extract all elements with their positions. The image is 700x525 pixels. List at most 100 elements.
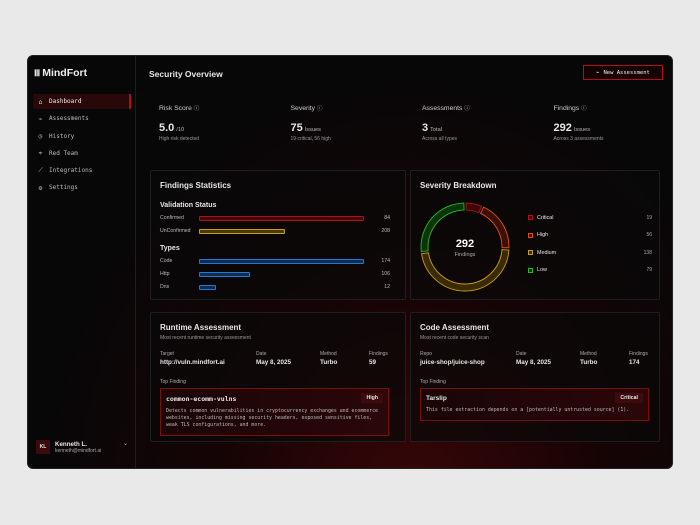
legend-value: 56 [646,232,652,239]
stat-subtext: 19 critical, 56 high [290,136,331,142]
code-assessment-card[interactable]: Code Assessment Most recent code security… [410,312,660,442]
stat-subtext: High risk detected [159,136,200,142]
finding-description: This file extraction depends on a [poten… [426,407,630,413]
sidebar: Ⅲ MindFort ⌂ Dashboard ⌁ Assessments ◷ History… [28,56,136,468]
meta-findings: Findings 174 [629,351,648,366]
sidebar-item-label: History [49,132,75,140]
logo[interactable]: Ⅲ MindFort [34,67,87,79]
meta-label: Date [256,351,267,357]
runtime-assessment-card[interactable]: Runtime Assessment Most recent runtime se… [150,312,406,442]
sidebar-item-label: Settings [49,184,78,192]
meta-label: Method [580,351,597,357]
meta-label: Findings [629,351,648,357]
card-subtitle: Most recent code security scan [420,335,489,341]
stat-findings: Findings ⓘ 292 Issues Across 3 assessments [554,104,604,142]
meta-target: Target http://vuln.mindfort.ai [160,351,225,366]
top-finding-label: Top Finding [420,379,446,385]
bar-row: Confirmed 84 [160,213,390,223]
info-icon[interactable]: ⓘ [581,106,587,112]
bar-value: 84 [384,215,390,221]
sidebar-item-label: Assessments [49,115,89,123]
info-icon[interactable]: ⓘ [316,106,323,112]
stat-unit: Total [430,127,442,133]
stat-label: Severity [290,105,316,112]
stat-risk-score: Risk Score ⓘ 5.0/10 High risk detected [159,104,199,142]
sidebar-item-dashboard[interactable]: ⌂ Dashboard [33,94,131,109]
sidebar-item-label: Red Team [49,149,78,157]
meta-findings: Findings 59 [369,351,388,366]
legend-label: Medium [537,249,557,256]
sidebar-item-settings[interactable]: ⚙ Settings [33,180,131,195]
meta-label: Repo [420,351,432,357]
donut-segment-high [479,206,510,249]
legend-swatch [528,215,533,221]
card-title: Severity Breakdown [420,181,497,190]
donut-total-label: Findings [455,252,476,258]
card-subtitle: Most recent runtime security assessment [160,335,251,341]
legend-item-critical: Critical 19 [528,209,652,227]
card-title: Findings Statistics [160,181,232,190]
meta-value: May 8, 2025 [256,359,292,366]
sidebar-item-assessments[interactable]: ⌁ Assessments [33,111,131,126]
bar-row: Http 106 [160,269,390,279]
meta-label: Target [160,351,174,357]
top-finding[interactable]: common-ecomm-vulns High Detects common vul… [160,388,389,437]
chevron-down-icon[interactable]: ⌄ [122,441,128,447]
logo-icon: Ⅲ [34,67,41,78]
donut-segment-critical [465,202,483,214]
brand-name: MindFort [42,67,88,79]
stat-severity: Severity ⓘ 75 Issues 19 critical, 56 high [291,104,331,142]
finding-description: Detects common vulnerabilities in crypto… [166,408,378,429]
info-icon[interactable]: ⓘ [193,106,200,112]
stat-value: 3 [422,122,429,134]
legend-swatch [528,232,533,238]
user-email: kenneth@mindfort.ai [55,447,102,454]
top-finding-label: Top Finding [160,379,186,385]
bar-label: Dns [160,284,170,290]
page-title: Security Overview [149,69,223,79]
bar-fill [199,258,364,264]
card-title: Runtime Assessment [160,323,242,332]
legend-item-low: Low 79 [528,262,652,280]
stat-unit: Issues [304,127,321,133]
legend-swatch [528,267,533,273]
legend-swatch [528,250,533,256]
top-finding[interactable]: Tarslip Critical This file extraction depe… [420,388,649,422]
legend-label: Low [537,267,547,274]
donut-segment-low [420,202,465,253]
sidebar-item-red-team[interactable]: ⌖ Red Team [33,146,131,161]
severity-badge: High [361,393,383,403]
legend-label: Critical [537,214,554,221]
card-title: Code Assessment [420,323,490,332]
donut-total: 292 [456,238,474,250]
bar-label: Code [160,258,173,264]
sidebar-item-integrations[interactable]: ⟋ Integrations [33,163,131,178]
meta-label: Findings [369,351,388,357]
bar-fill [199,284,216,290]
target-icon: ⌖ [38,148,43,157]
pulse-icon: ⌁ [38,114,43,123]
finding-name: common-ecomm-vulns [166,395,237,403]
user-name: Kenneth L. [55,440,87,448]
meta-value: juice-shop/juice-shop [420,359,485,366]
stat-assessments: Assessments ⓘ 3 Total Across all types [422,104,470,142]
bar-label: Confirmed [160,215,184,221]
stat-label: Assessments [422,105,463,112]
findings-statistics-card: Findings Statistics Validation Status Co… [150,170,406,300]
stat-value: 5.0 [159,122,175,134]
legend-value: 79 [646,267,652,274]
meta-value: Turbo [580,359,598,366]
meta-method: Method Turbo [320,351,337,366]
donut-segment-medium [421,249,510,292]
stat-value: 75 [290,122,303,134]
bar-row: Code 174 [160,256,390,266]
meta-value: 59 [369,359,377,366]
info-icon[interactable]: ⓘ [464,106,470,112]
sidebar-item-history[interactable]: ◷ History [33,129,131,144]
legend-value: 19 [646,214,652,221]
bar-value: 208 [381,228,390,234]
new-assessment-button[interactable]: ⌁ New Assessment [583,65,663,80]
bar-fill [199,271,251,277]
meta-date: Date May 8, 2025 [516,351,551,366]
user-menu[interactable]: KL Kenneth L. kenneth@mindfort.ai ⌄ [36,440,128,454]
